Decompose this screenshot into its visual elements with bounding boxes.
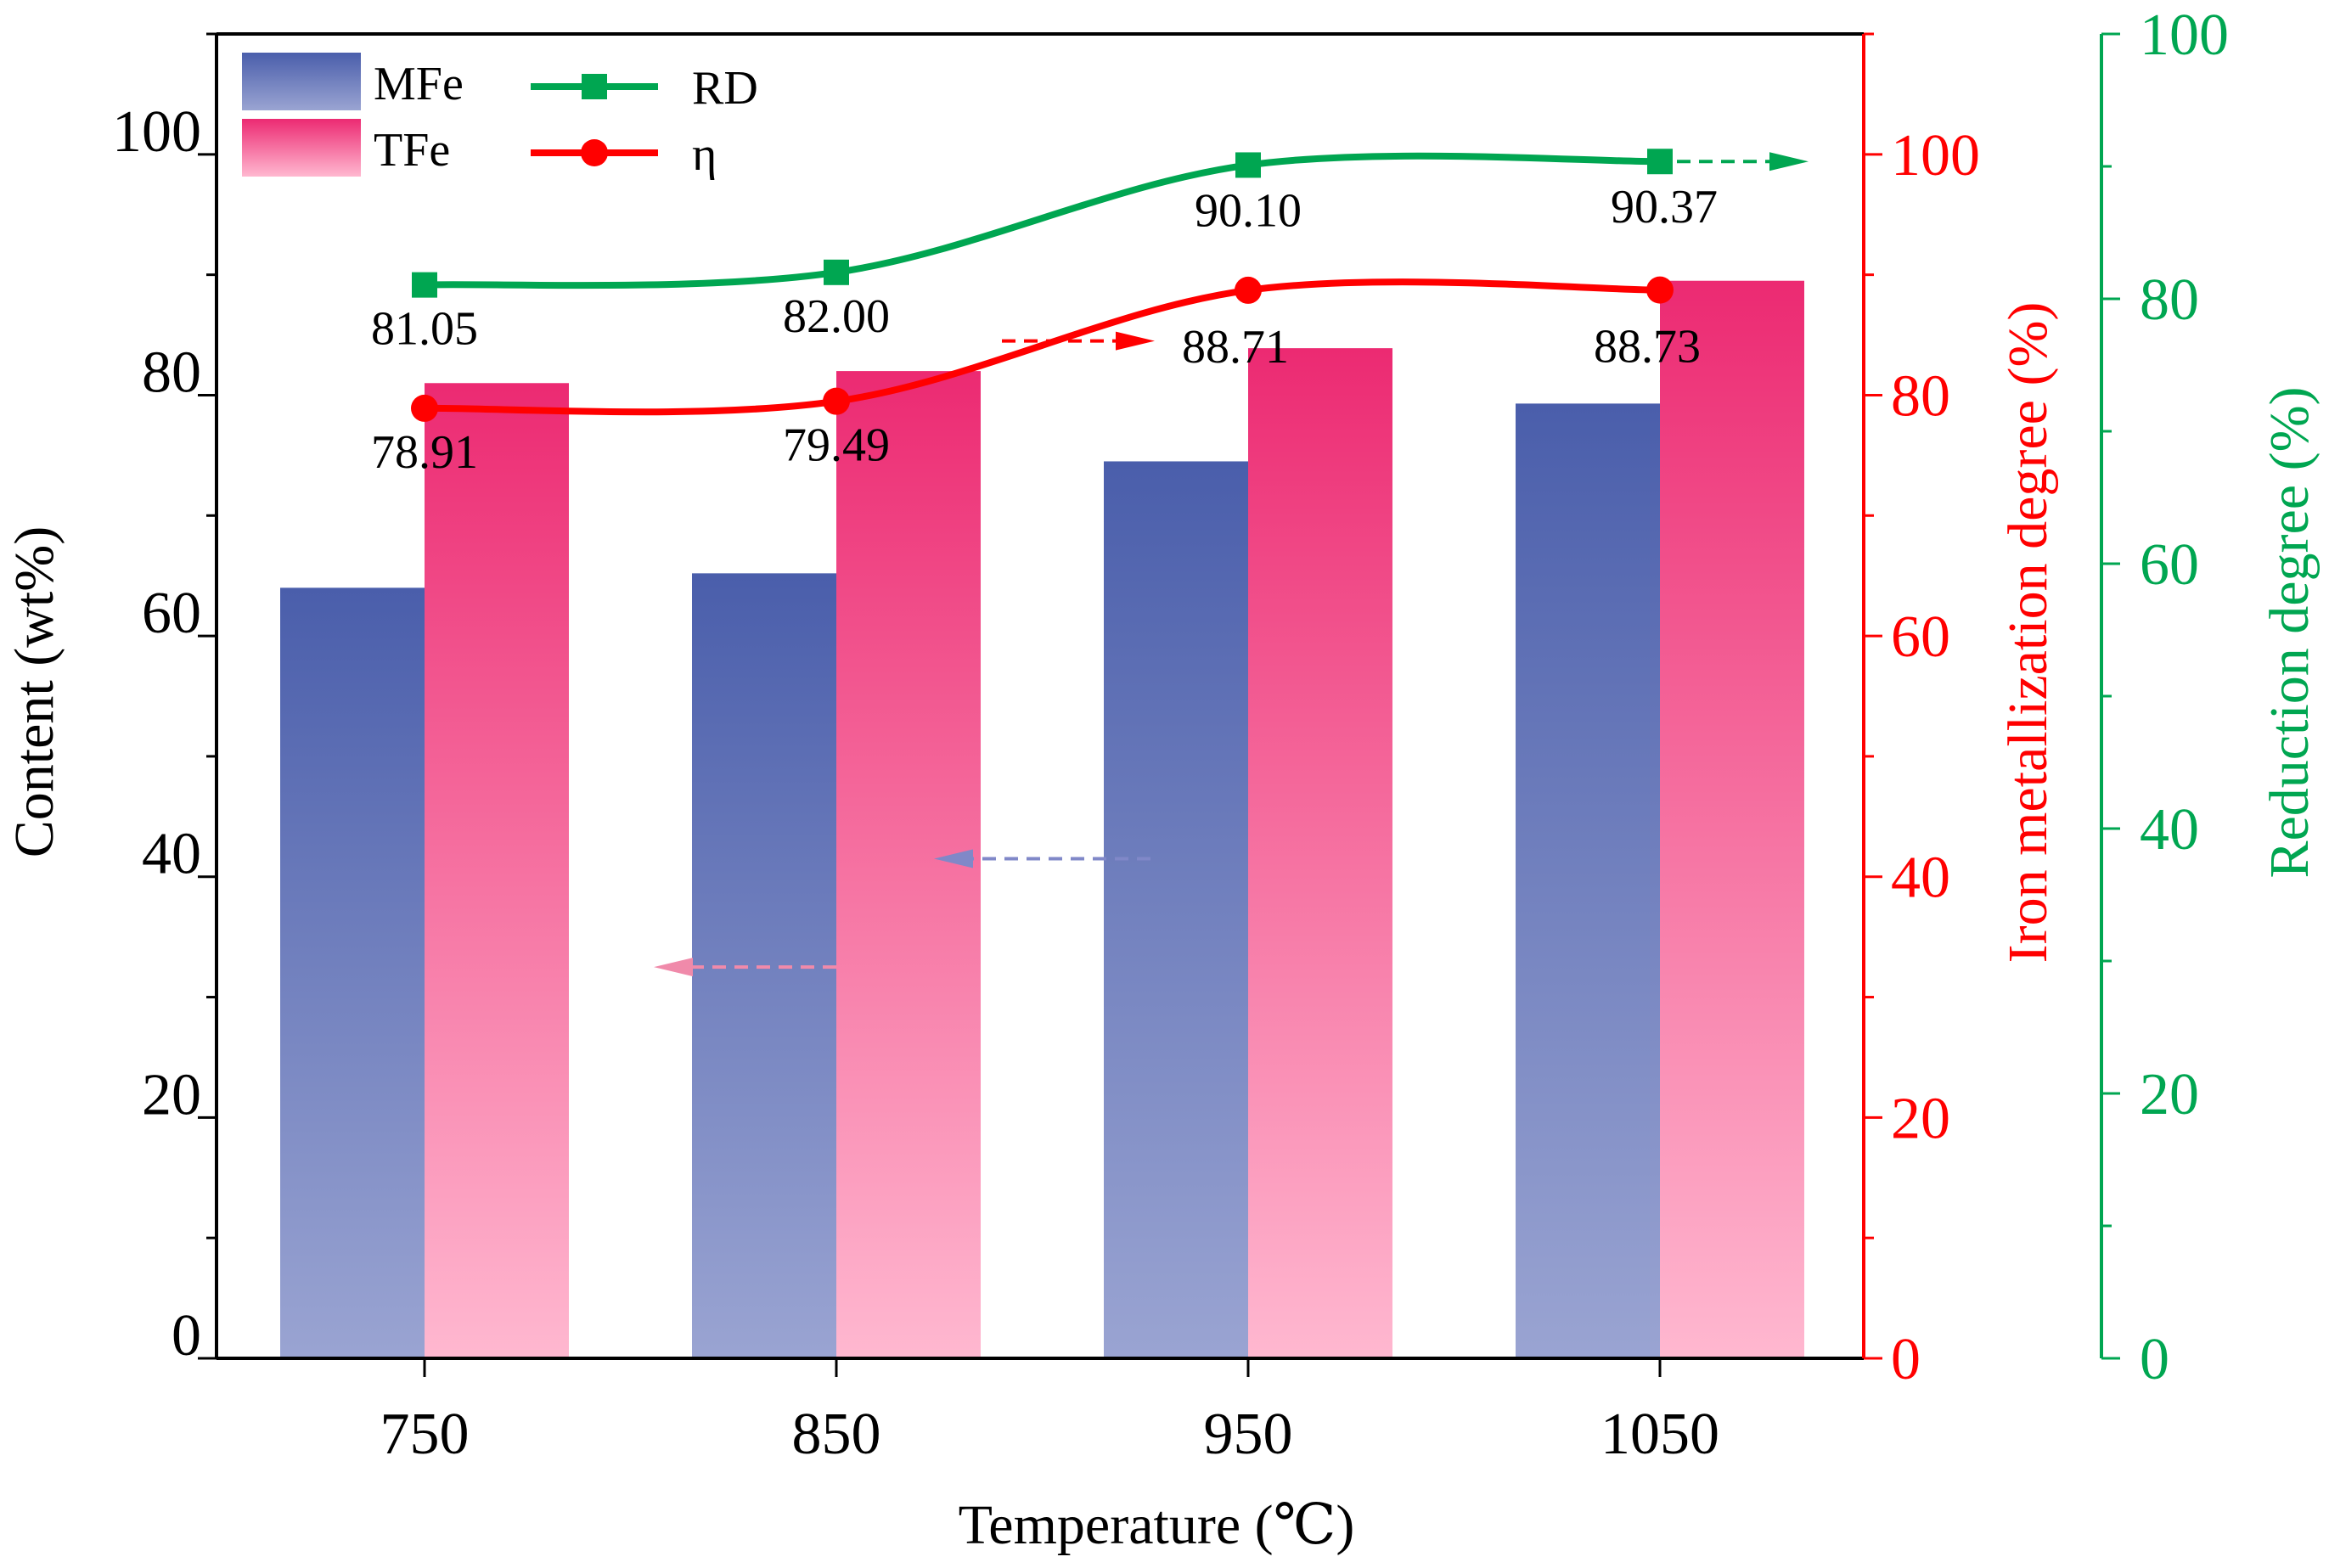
bar-tfe-850 (836, 371, 981, 1358)
data-label-rd-750: 81.05 (371, 303, 478, 356)
bar-mfe-1050 (1516, 403, 1660, 1358)
tick-label-green: 40 (2140, 797, 2199, 863)
tick-label-green: 20 (2140, 1062, 2199, 1127)
tick-label-x: 1050 (1600, 1402, 1719, 1467)
data-label-eta-750: 78.91 (371, 426, 478, 479)
axis-titles: Temperature (℃) Content (wt%) Iron metal… (3, 302, 2321, 1556)
bar-mfe-750 (280, 587, 425, 1358)
y-axis-right1-title: Iron metallization degree (%) (1997, 302, 2059, 964)
tick-label-red: 20 (1891, 1086, 1950, 1151)
bar-tfe-750 (425, 383, 569, 1359)
tfe-axis-arrow (654, 958, 836, 977)
tick-label-green: 80 (2140, 267, 2199, 333)
svg-text:TFe: TFe (374, 124, 450, 177)
mfe-axis-arrow (934, 849, 1150, 868)
legend-item-eta: η (531, 128, 717, 181)
tick-label-green: 0 (2140, 1327, 2169, 1392)
tick-label-left: 100 (112, 99, 201, 165)
y-axis-left-title: Content (wt%) (3, 526, 65, 857)
x-axis-title: Temperature (℃) (959, 1494, 1355, 1556)
legend-item-mfe: MFe (242, 53, 464, 110)
y-axis-right2-title: Reduction degree (%) (2259, 386, 2321, 878)
data-label-eta-950: 88.71 (1182, 321, 1289, 374)
bar-tfe-1050 (1660, 280, 1804, 1358)
data-label-eta-850: 79.49 (783, 419, 890, 472)
point-rd-850 (824, 259, 849, 285)
indicator-arrows (654, 152, 1809, 977)
svg-text:η: η (692, 128, 717, 181)
tick-label-x: 950 (1204, 1402, 1293, 1467)
tick-label-green: 100 (2140, 3, 2229, 68)
data-label-rd-950: 90.10 (1195, 184, 1302, 237)
data-labels-layer: 81.05 82.00 90.10 90.37 78.91 79.49 88.71 88.73 (371, 181, 1718, 479)
tick-label-left: 60 (142, 581, 201, 646)
axes-layer: 0 20 40 60 80 100 750 850 950 1050 0 20 40 60 80 100 0 20… (112, 3, 2229, 1467)
tick-label-x: 850 (792, 1402, 881, 1467)
point-rd-750 (412, 272, 437, 298)
tick-label-red: 60 (1891, 604, 1950, 670)
legend: MFe TFe RD η (242, 53, 758, 181)
rd-axis-arrow (1677, 152, 1809, 171)
tick-label-left: 20 (142, 1062, 201, 1127)
tick-label-left: 40 (142, 822, 201, 887)
line-rd (424, 152, 1661, 289)
data-label-rd-1050: 90.37 (1611, 181, 1718, 233)
data-label-eta-1050: 88.73 (1594, 321, 1701, 374)
point-eta-950 (1235, 276, 1262, 304)
tick-label-red: 80 (1891, 363, 1950, 429)
legend-item-rd: RD (531, 62, 758, 115)
bar-tfe-950 (1248, 348, 1392, 1358)
tick-label-left: 80 (142, 340, 201, 405)
line-eta (424, 278, 1661, 416)
tick-label-green: 60 (2140, 532, 2199, 598)
tick-label-left: 0 (172, 1303, 201, 1368)
lines-layer (411, 149, 1674, 422)
point-eta-750 (411, 394, 438, 422)
point-rd-950 (1235, 152, 1261, 178)
data-label-rd-850: 82.00 (783, 290, 890, 343)
svg-text:RD: RD (692, 62, 758, 115)
tick-label-x: 750 (380, 1402, 470, 1467)
point-rd-1050 (1647, 149, 1673, 175)
point-eta-850 (823, 387, 850, 415)
tick-label-red: 100 (1891, 123, 1980, 188)
legend-item-tfe: TFe (242, 119, 450, 177)
point-eta-1050 (1646, 276, 1674, 304)
bar-mfe-950 (1104, 461, 1248, 1358)
svg-text:MFe: MFe (374, 58, 464, 110)
bars-layer (280, 280, 1804, 1359)
eta-axis-arrow (1002, 331, 1155, 351)
tick-label-red: 0 (1891, 1327, 1921, 1392)
tick-label-red: 40 (1891, 846, 1950, 911)
